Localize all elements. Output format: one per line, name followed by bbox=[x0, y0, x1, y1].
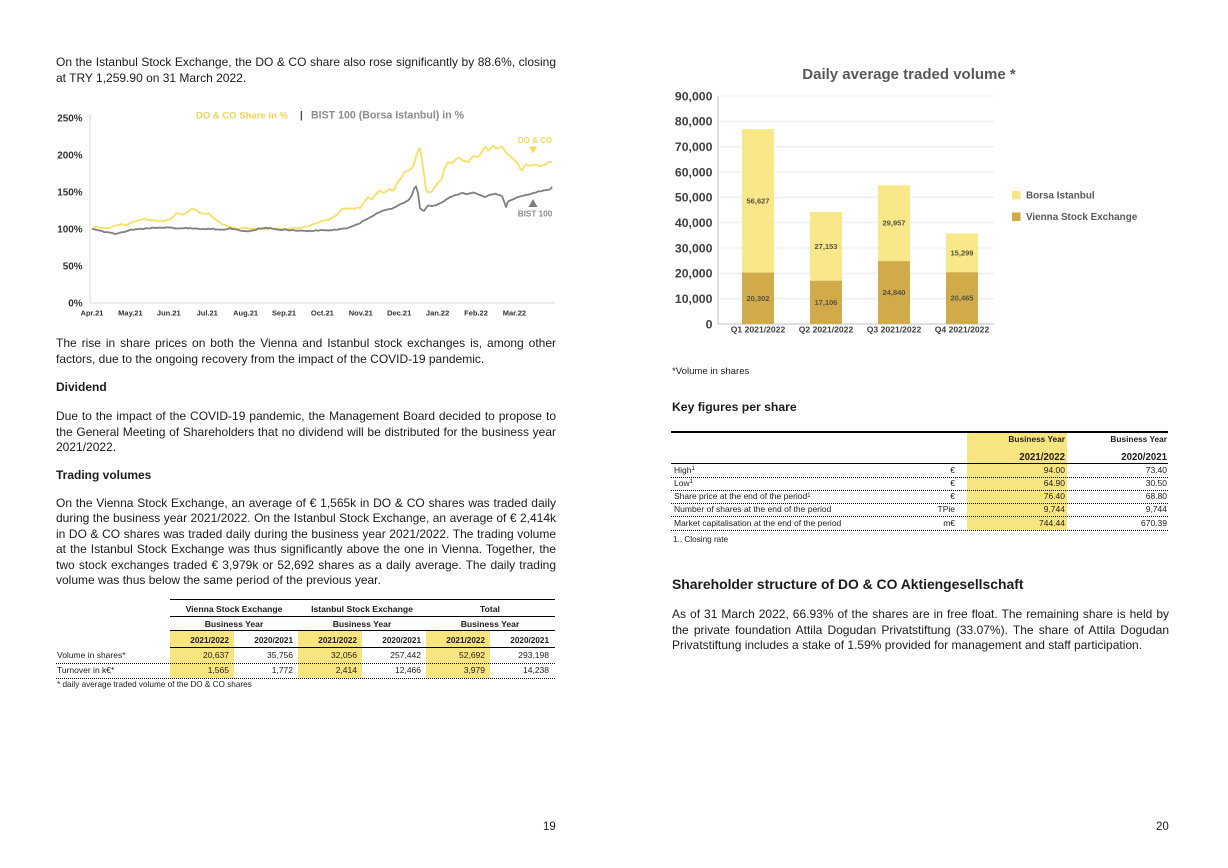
svg-text:50,000: 50,000 bbox=[675, 191, 713, 205]
svg-text:0: 0 bbox=[706, 317, 713, 331]
svg-text:May.21: May.21 bbox=[118, 309, 142, 318]
svg-text:Daily average traded volume *: Daily average traded volume * bbox=[802, 66, 1016, 83]
svg-text:29,957: 29,957 bbox=[883, 219, 906, 228]
svg-text:200%: 200% bbox=[57, 151, 82, 162]
svg-text:Oct.21: Oct.21 bbox=[311, 309, 334, 318]
svg-text:Jul.21: Jul.21 bbox=[197, 309, 218, 318]
svg-text:Feb.22: Feb.22 bbox=[464, 309, 488, 318]
svg-text:27,153: 27,153 bbox=[815, 242, 838, 251]
svg-text:250%: 250% bbox=[57, 114, 82, 125]
svg-text:10,000: 10,000 bbox=[675, 292, 713, 306]
svg-text:Q4 2021/2022: Q4 2021/2022 bbox=[935, 325, 990, 335]
svg-text:|: | bbox=[300, 111, 303, 122]
svg-text:Q1 2021/2022: Q1 2021/2022 bbox=[731, 325, 786, 335]
svg-text:90,000: 90,000 bbox=[675, 89, 713, 103]
svg-text:BIST 100: BIST 100 bbox=[518, 210, 553, 219]
svg-text:40,000: 40,000 bbox=[675, 216, 713, 230]
svg-text:17,106: 17,106 bbox=[815, 298, 838, 307]
svg-text:30,000: 30,000 bbox=[675, 241, 713, 255]
svg-text:56,627: 56,627 bbox=[747, 196, 770, 205]
svg-text:Vienna Stock Exchange: Vienna Stock Exchange bbox=[1026, 212, 1138, 223]
svg-text:20,000: 20,000 bbox=[675, 267, 713, 281]
svg-text:20,302: 20,302 bbox=[747, 294, 770, 303]
svg-text:100%: 100% bbox=[57, 225, 82, 236]
svg-text:Apr.21: Apr.21 bbox=[81, 309, 104, 318]
svg-text:70,000: 70,000 bbox=[675, 140, 713, 154]
svg-text:15,299: 15,299 bbox=[951, 248, 974, 257]
svg-text:150%: 150% bbox=[57, 188, 82, 199]
svg-text:DO & CO: DO & CO bbox=[518, 136, 552, 145]
svg-text:Borsa Istanbul: Borsa Istanbul bbox=[1026, 191, 1095, 202]
svg-text:Mar.22: Mar.22 bbox=[503, 309, 526, 318]
svg-text:BIST 100 (Borsa Istanbul) in %: BIST 100 (Borsa Istanbul) in % bbox=[311, 110, 465, 122]
svg-text:Dec.21: Dec.21 bbox=[387, 309, 411, 318]
svg-text:20,465: 20,465 bbox=[951, 294, 974, 303]
svg-text:Aug.21: Aug.21 bbox=[233, 309, 258, 318]
svg-text:Q3 2021/2022: Q3 2021/2022 bbox=[867, 325, 922, 335]
svg-text:50%: 50% bbox=[63, 262, 83, 273]
svg-text:Sep.21: Sep.21 bbox=[272, 309, 296, 318]
svg-text:60,000: 60,000 bbox=[675, 165, 713, 179]
svg-text:80,000: 80,000 bbox=[675, 115, 713, 129]
svg-text:24,840: 24,840 bbox=[883, 288, 906, 297]
svg-text:DO & CO Share in %: DO & CO Share in % bbox=[196, 111, 288, 122]
svg-text:Q2 2021/2022: Q2 2021/2022 bbox=[799, 325, 854, 335]
svg-text:Nov.21: Nov.21 bbox=[349, 309, 373, 318]
svg-text:Jan.22: Jan.22 bbox=[426, 309, 449, 318]
svg-text:0%: 0% bbox=[68, 299, 82, 310]
svg-text:Jun.21: Jun.21 bbox=[157, 309, 181, 318]
